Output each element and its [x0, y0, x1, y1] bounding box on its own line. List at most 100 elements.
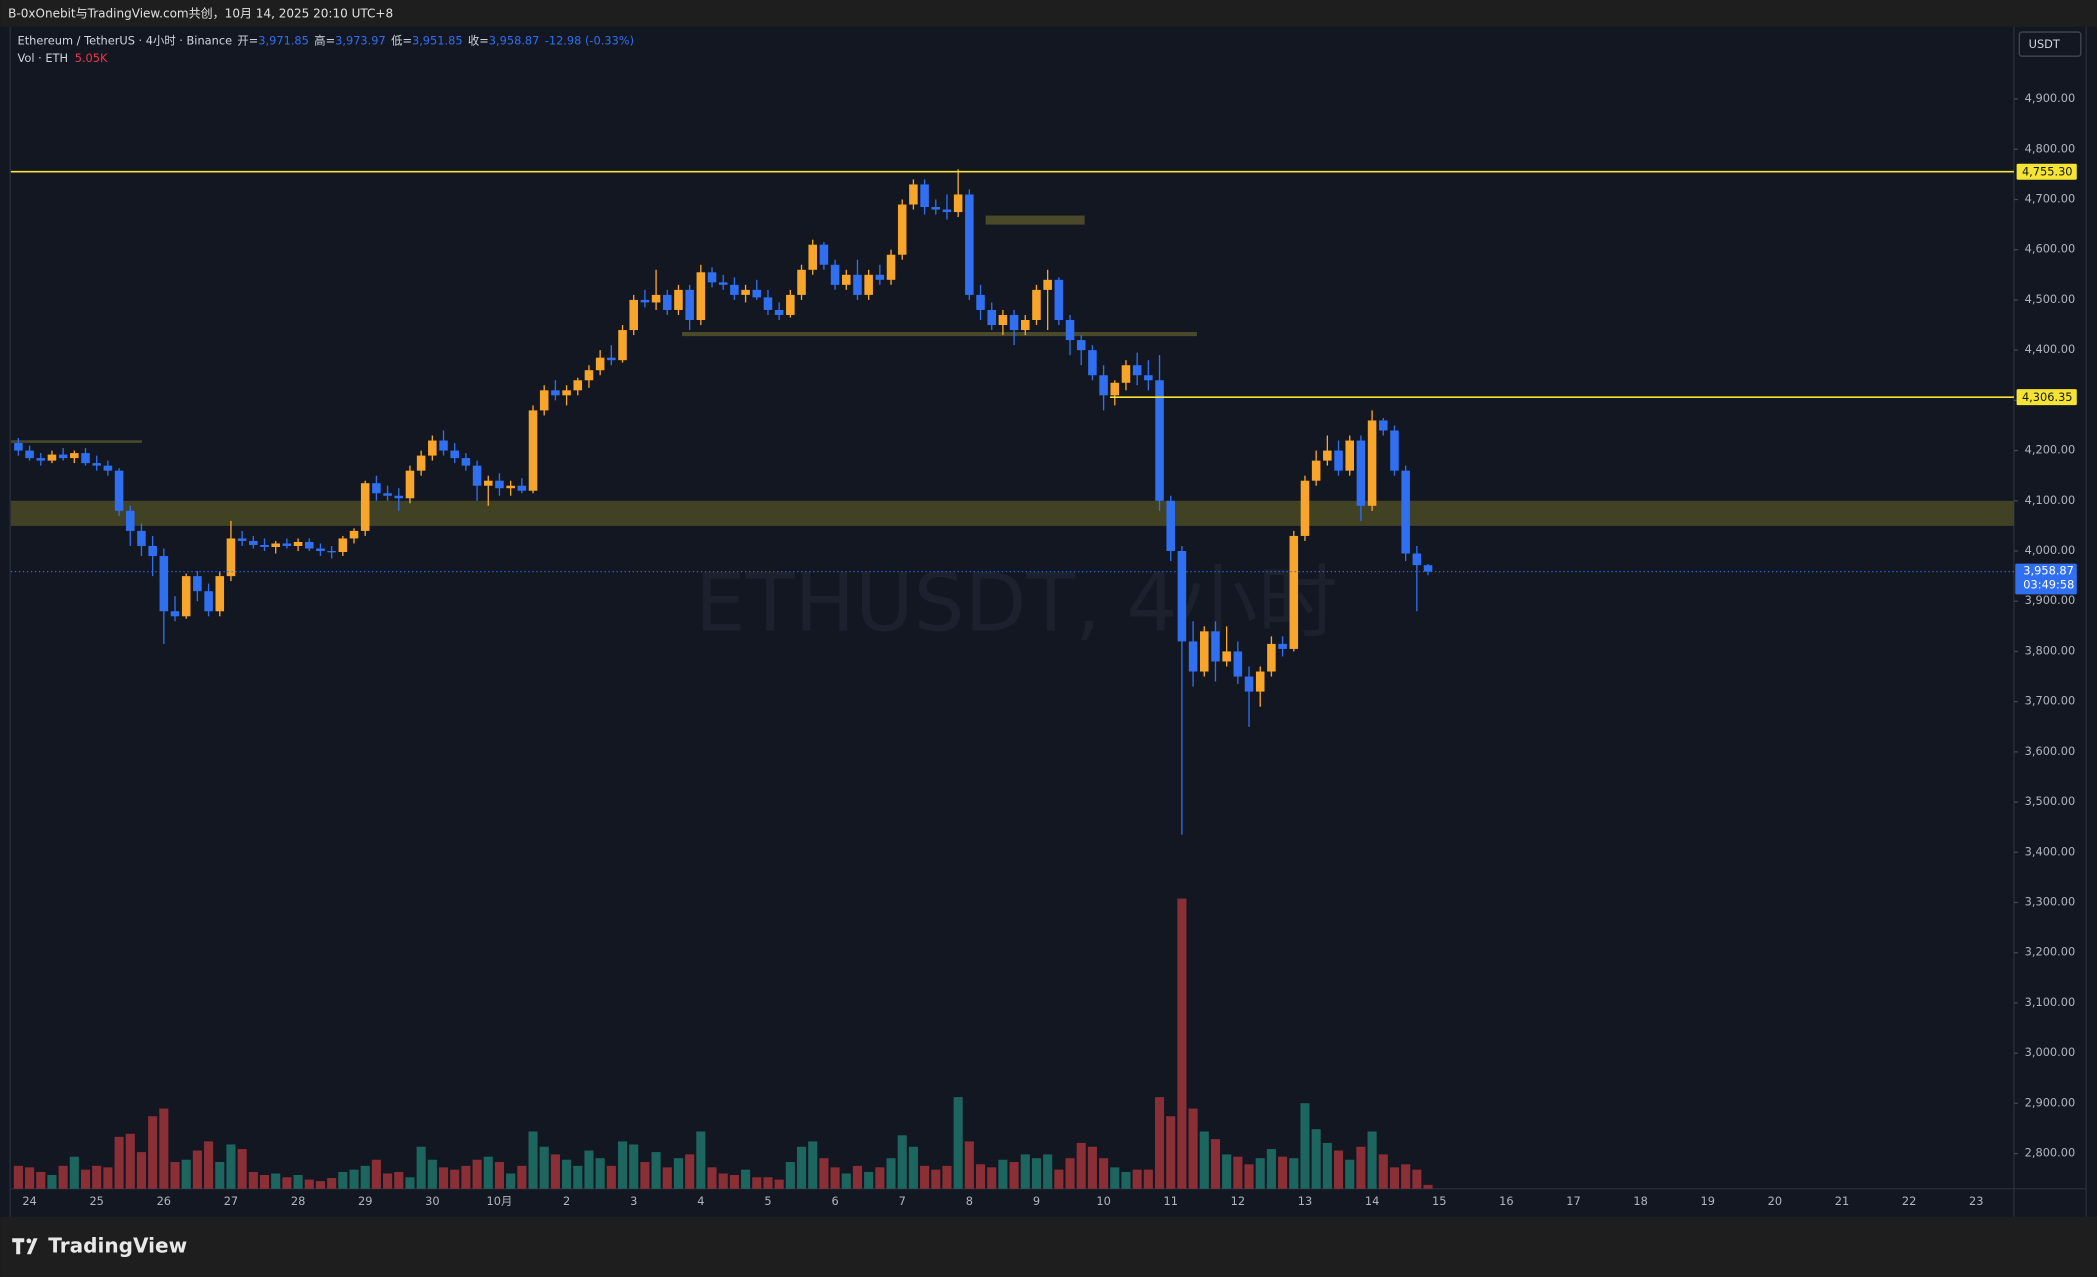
volume-bar	[1177, 898, 1187, 1189]
candle-body	[931, 207, 941, 210]
volume-bar	[886, 1158, 896, 1189]
candle-body	[372, 483, 381, 494]
volume-bar	[506, 1173, 516, 1189]
y-tick-label: 4,500.00	[2025, 292, 2076, 306]
volume-bar	[1043, 1154, 1053, 1189]
candle-body	[1054, 279, 1064, 321]
x-tick-label: 29	[358, 1194, 372, 1208]
volume-bar	[204, 1141, 214, 1189]
candle-body	[651, 294, 661, 303]
volume-bar	[1054, 1169, 1064, 1189]
volume-bar	[192, 1150, 202, 1189]
last-price-box	[2015, 563, 2077, 595]
volume-bar	[1110, 1167, 1120, 1189]
candle-body	[551, 390, 560, 396]
volume-bar	[472, 1159, 482, 1189]
volume-bar	[103, 1167, 113, 1189]
candle-body	[752, 289, 762, 298]
x-tick-label: 25	[89, 1194, 103, 1208]
volume-bar	[528, 1131, 538, 1189]
volume-bar	[483, 1156, 493, 1189]
volume-bar	[170, 1162, 180, 1189]
volume-bar	[562, 1159, 572, 1189]
y-tick-label: 2,800.00	[2025, 1146, 2076, 1160]
y-tick-label: 3,100.00	[2025, 995, 2076, 1009]
candle-body	[1166, 500, 1175, 552]
candle-body	[1311, 460, 1321, 481]
volume-bar	[1143, 1169, 1153, 1189]
volume-bar	[92, 1165, 102, 1189]
candle-body	[618, 330, 627, 361]
logo-icon	[12, 1238, 38, 1255]
volume-bar	[427, 1159, 437, 1189]
candle-body	[1121, 365, 1131, 383]
header-title: B-0xOnebit与TradingView.com共创，10月 14, 202…	[8, 7, 393, 21]
candle-body	[707, 272, 717, 283]
x-tick-label: 14	[1365, 1194, 1379, 1208]
y-tick-label: 2,900.00	[2025, 1095, 2076, 1109]
volume-bar	[1199, 1131, 1209, 1189]
candle-body	[1278, 643, 1287, 649]
volume-bar	[942, 1165, 952, 1189]
x-tick-label: 4	[697, 1194, 704, 1208]
volume-bar	[606, 1165, 616, 1189]
candle-body	[349, 530, 359, 539]
volume-bar	[69, 1156, 79, 1189]
volume-bar	[181, 1159, 191, 1189]
candle-body	[58, 454, 68, 459]
volume-bar	[864, 1171, 874, 1189]
volume-bar	[875, 1167, 885, 1189]
candle-body	[1323, 450, 1332, 461]
candle-body	[170, 611, 180, 617]
candle-body	[316, 548, 325, 552]
volume-bar	[1255, 1158, 1265, 1189]
x-tick-label: 17	[1566, 1194, 1580, 1208]
volume-bar	[1401, 1164, 1411, 1189]
volume-bar	[920, 1165, 930, 1189]
volume-bar	[1222, 1154, 1232, 1189]
watermark: ETHUSDT, 4小时	[695, 556, 1338, 649]
volume-bar	[1311, 1129, 1321, 1189]
volume-bar	[1356, 1146, 1366, 1189]
last-price-label: 3,958.87	[2023, 564, 2074, 578]
candle-body	[965, 194, 974, 295]
volume-bar	[1132, 1169, 1142, 1189]
volume-bar	[1333, 1150, 1344, 1189]
volume-bar	[539, 1146, 549, 1189]
candle-body	[1334, 450, 1343, 471]
candle-body	[819, 244, 829, 265]
candle-body	[897, 204, 907, 255]
candle-body	[528, 410, 538, 491]
volume-bar	[349, 1169, 359, 1189]
candle-body	[909, 184, 918, 205]
volume-bar	[1065, 1158, 1075, 1189]
volume-bar	[819, 1158, 829, 1189]
volume-bar	[1378, 1154, 1388, 1189]
volume-bar	[651, 1152, 661, 1189]
candle-body	[786, 294, 795, 315]
y-tick-label: 4,100.00	[2025, 493, 2076, 507]
candle-body	[237, 538, 247, 541]
candle-body	[1144, 375, 1153, 381]
y-tick-label: 3,300.00	[2025, 895, 2076, 909]
x-tick-label: 10	[1096, 1194, 1110, 1208]
volume-bar	[1121, 1171, 1131, 1189]
candle-body	[148, 545, 157, 557]
x-tick-label: 8	[966, 1194, 973, 1208]
volume-bar	[640, 1162, 650, 1189]
candle-body	[249, 540, 258, 545]
volume-bar	[1009, 1162, 1019, 1189]
candle-body	[1390, 430, 1399, 471]
legend-line: Ethereum / TetherUS · 4小时 · Binance 开=3,9…	[18, 33, 634, 47]
candle-body	[662, 294, 672, 310]
volume-bar	[1322, 1142, 1332, 1189]
candle-body	[506, 485, 515, 489]
volume-bar	[595, 1158, 605, 1189]
volume-bar	[953, 1097, 963, 1189]
volume-bar	[696, 1131, 706, 1189]
candle-body	[517, 485, 527, 491]
candle-body	[439, 440, 448, 451]
volume-bar	[1233, 1156, 1243, 1189]
x-tick-label: 7	[899, 1194, 906, 1208]
